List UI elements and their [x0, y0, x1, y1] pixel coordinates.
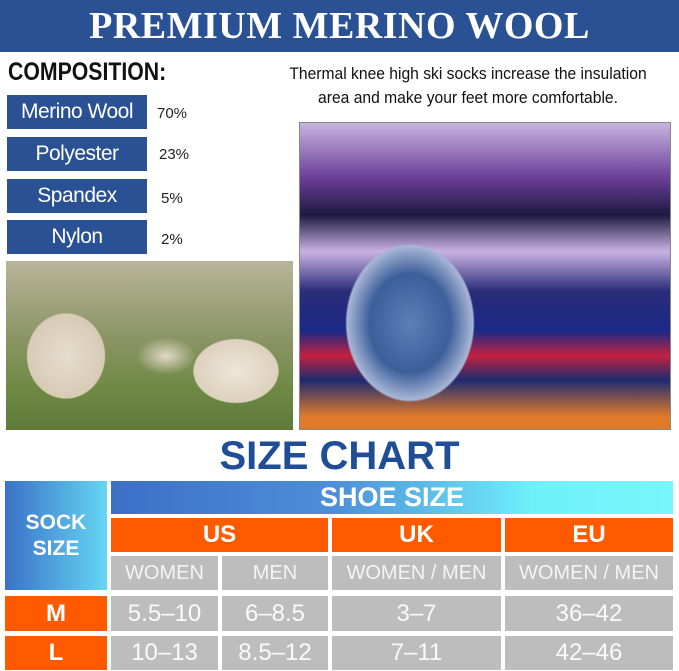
sheep-photo	[6, 261, 293, 430]
sock-size-label: SOCK SIZE	[25, 510, 87, 560]
subheader-uk: WOMEN / MEN	[332, 556, 501, 590]
material-polyester: Polyester	[7, 137, 147, 171]
percent-spandex: 5%	[161, 190, 183, 207]
subheader-eu: WOMEN / MEN	[505, 556, 673, 590]
size-m: M	[5, 596, 107, 631]
size-chart-title: SIZE CHART	[219, 434, 460, 478]
percent-polyester: 23%	[159, 146, 190, 163]
shoe-size-header: SHOE SIZE	[111, 481, 673, 514]
page-title: PREMIUM MERINO WOOL	[0, 0, 679, 52]
subheader-us-women: WOMEN	[111, 556, 218, 590]
region-uk: UK	[332, 518, 501, 552]
table-cell: 7–11	[332, 636, 501, 670]
material-merino-wool: Merino Wool	[7, 95, 147, 129]
region-us: US	[111, 518, 328, 552]
socks-photo	[299, 122, 671, 430]
product-description: Thermal knee high ski socks increase the…	[289, 64, 647, 107]
table-cell: 36–42	[505, 596, 673, 631]
table-cell: 8.5–12	[222, 636, 328, 670]
table-cell: 6–8.5	[222, 596, 328, 631]
subheader-us-men: MEN	[222, 556, 328, 590]
region-eu: EU	[505, 518, 673, 552]
table-cell: 42–46	[505, 636, 673, 670]
table-cell: 5.5–10	[111, 596, 218, 631]
table-cell: 3–7	[332, 596, 501, 631]
percent-nylon: 2%	[161, 231, 183, 248]
size-l: L	[5, 636, 107, 670]
composition-title: COMPOSITION:	[8, 58, 167, 86]
material-nylon: Nylon	[7, 220, 147, 254]
material-spandex: Spandex	[7, 179, 147, 213]
table-cell: 10–13	[111, 636, 218, 670]
sock-size-header: SOCK SIZE	[5, 481, 107, 590]
percent-merino-wool: 70%	[157, 105, 188, 122]
